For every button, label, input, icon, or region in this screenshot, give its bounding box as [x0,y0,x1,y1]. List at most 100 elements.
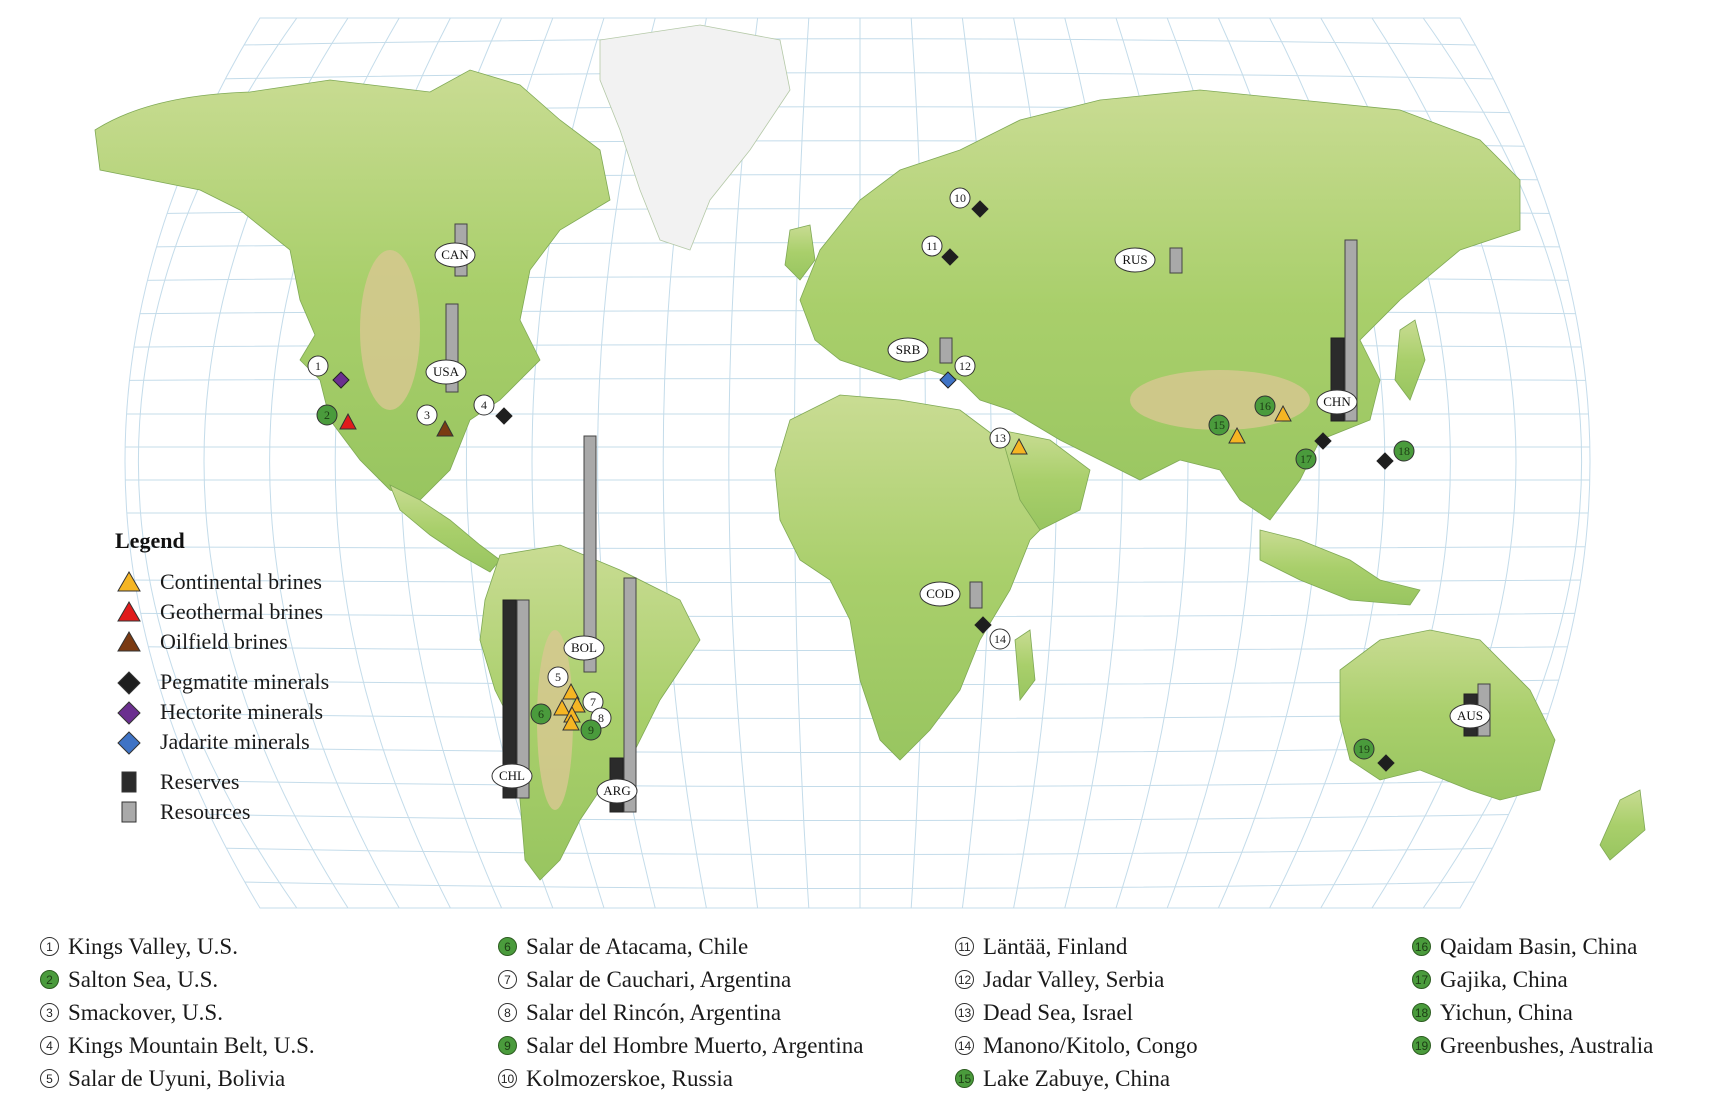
legend: Legend Continental brines Geothermal brine… [115,528,329,824]
site-number-circle [580,719,602,741]
site-number-label: 1 [315,359,321,373]
site-marker-12: 12 [939,355,976,389]
site-name: Manono/Kitolo, Congo [983,1032,1198,1058]
site-number-circle [949,187,971,209]
legend-diamond-icon [117,671,141,695]
country-chl: CHL [491,599,533,799]
legend-triangle-icon [117,571,141,592]
site-marker-3: 3 [416,404,454,437]
country-code-label: CHN [1323,394,1351,409]
site-number-badge: 8 [498,1003,517,1022]
site-name: Smackover, U.S. [68,999,223,1025]
site-number-badge: 1 [40,937,59,956]
reserves-bar [502,599,517,799]
site-number-badge: 15 [955,1069,974,1088]
legend-title: Legend [115,528,185,553]
legend-label: Resources [160,799,250,824]
se-asia-islands [1259,529,1421,606]
site-number-badge: 11 [955,937,974,956]
country-rus: RUS [1114,247,1183,274]
site-list: 1 Kings Valley, U.S. 2 Salton Sea, U.S. 3 Sma… [0,922,1718,1102]
site-number-circle [1295,448,1317,470]
continental-brine-triangle-icon [1274,404,1292,422]
country-code-label: ARG [603,783,630,798]
country-label-bubble [434,242,476,268]
site-number-label: 8 [598,711,604,725]
country-label-bubble [425,359,467,385]
site-name: Gajika, China [1440,966,1568,992]
resources-bar [969,581,983,609]
site-marker-9: 9 [562,713,602,741]
country-label-bubble [491,763,533,789]
resources-bar [623,577,637,813]
site-marker-4: 4 [473,394,513,425]
site-list-column: 1 Kings Valley, U.S. 2 Salton Sea, U.S. 3 Sma… [40,930,315,1095]
site-name: Salar del Hombre Muerto, Argentina [526,1032,864,1058]
country-code-label: AUS [1457,708,1483,723]
legend-diamond-icon [117,701,141,725]
site-number-badge: 12 [955,970,974,989]
legend-label: Reserves [160,769,239,794]
site-name: Salar de Cauchari, Argentina [526,966,792,992]
site-list-item: 1 Kings Valley, U.S. [40,930,315,963]
country-code-label: COD [926,586,953,601]
site-list-item: 11 Läntää, Finland [955,930,1198,963]
south-america [479,544,701,881]
legend-item-hectorite-minerals: Hectorite minerals [117,699,323,725]
site-number-label: 15 [1213,418,1225,432]
site-number-label: 13 [994,431,1006,445]
country-aus: AUS [1449,683,1491,737]
site-list-item: 9 Salar del Hombre Muerto, Argentina [498,1029,863,1062]
pegmatite-mineral-diamond-icon [941,248,959,266]
legend-diamond-icon [117,731,141,755]
site-number-circle [416,404,438,426]
country-cod: COD [919,581,983,609]
site-number-badge: 13 [955,1003,974,1022]
central-america [389,484,501,573]
site-number-label: 12 [959,359,971,373]
country-label-bubble [887,337,929,363]
site-number-badge: 7 [498,970,517,989]
country-label-bubble [919,581,961,607]
oilfield-brine-triangle-icon [436,419,454,437]
legend-triangle-icon [117,601,141,622]
site-list-item: 8 Salar del Rincón, Argentina [498,996,863,1029]
site-list-item: 12 Jadar Valley, Serbia [955,963,1198,996]
country-code-label: BOL [571,640,597,655]
pegmatite-mineral-diamond-icon [1376,452,1394,470]
country-code-label: RUS [1122,252,1147,267]
site-number-label: 18 [1398,444,1410,458]
pegmatite-mineral-diamond-icon [495,407,513,425]
legend-label: Pegmatite minerals [160,669,329,694]
greenland [599,24,791,251]
site-name: Salar de Uyuni, Bolivia [68,1065,286,1091]
site-number-badge: 9 [498,1036,517,1055]
site-number-badge: 6 [498,937,517,956]
site-number-label: 5 [555,670,561,684]
site-name: Kings Mountain Belt, U.S. [68,1032,315,1058]
site-number-badge: 10 [498,1069,517,1088]
legend-item-reserves: Reserves [121,769,239,794]
country-label-bubble [1316,389,1358,415]
country-chn: CHN [1316,239,1358,422]
site-list-item: 19 Greenbushes, Australia [1412,1029,1653,1062]
country-label-bubble [1449,703,1491,729]
continental-brine-triangle-icon [553,698,571,716]
site-marker-1: 1 [307,355,350,389]
site-number-circle [989,628,1011,650]
north-america [94,69,611,501]
site-number-badge: 14 [955,1036,974,1055]
site-name: Salar del Rincón, Argentina [526,999,782,1025]
legend-square-icon [121,801,137,823]
pegmatite-mineral-diamond-icon [974,616,992,634]
legend-item-geothermal-brines: Geothermal brines [117,599,323,624]
country-label-bubble [596,778,638,804]
site-marker-17: 17 [1295,432,1332,470]
site-marker-16: 16 [1254,395,1292,422]
hectorite-mineral-diamond-icon [332,371,350,389]
site-list-item: 4 Kings Mountain Belt, U.S. [40,1029,315,1062]
madagascar [1014,629,1036,702]
site-number-badge: 4 [40,1036,59,1055]
legend-item-oilfield-brines: Oilfield brines [117,629,288,654]
site-marker-6: 6 [530,698,571,725]
